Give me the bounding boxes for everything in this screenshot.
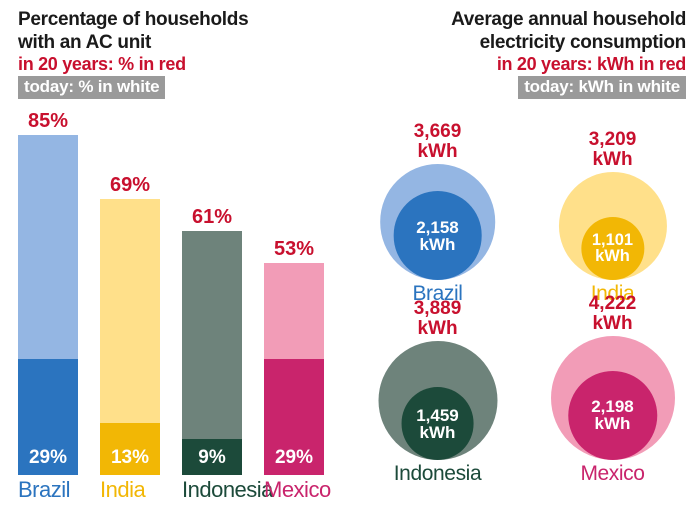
country-label: Brazil <box>18 477 100 503</box>
right-subtitle-future: in 20 years: kWh in red <box>350 54 700 75</box>
country-label: Mexico <box>525 462 700 486</box>
left-subtitle-future: in 20 years: % in red <box>0 54 350 75</box>
consumption-panel: Average annual household electricity con… <box>350 0 700 507</box>
kwh-future: 3,669kWh <box>350 122 525 162</box>
pct-future: 85% <box>18 110 78 133</box>
pct-future: 53% <box>264 238 324 261</box>
kwh-today: 2,158kWh <box>350 219 525 253</box>
circle-india: 3,209kWh1,101kWhIndia <box>525 125 700 305</box>
title-line-2: electricity consumption <box>480 32 686 53</box>
title-line-1: Percentage of households <box>18 9 248 30</box>
ac-ownership-panel: Percentage of households with an AC unit… <box>0 0 350 507</box>
title-line-2: with an AC unit <box>18 32 151 53</box>
pct-future: 61% <box>182 206 242 229</box>
bar-india: 69% 13% <box>100 135 160 475</box>
kwh-today: 2,198kWh <box>525 398 700 432</box>
kwh-today: 1,101kWh <box>525 232 700 265</box>
left-title: Percentage of households with an AC unit <box>0 0 350 54</box>
country-label: Indonesia <box>182 477 264 503</box>
circle-mexico: 4,222kWh2,198kWhMexico <box>525 305 700 485</box>
pct-today: 13% <box>100 447 160 469</box>
country-label: Indonesia <box>350 462 525 486</box>
country-label: Mexico <box>264 477 346 503</box>
right-title: Average annual household electricity con… <box>350 0 700 54</box>
bar-chart: 85%29%Brazil69%13%India61%9%Indonesia53%… <box>18 125 338 475</box>
kwh-today: 1,459kWh <box>350 407 525 441</box>
kwh-future: 3,209kWh <box>525 130 700 170</box>
pct-today: 29% <box>264 447 324 469</box>
left-subtitle-today-wrap: today: % in white <box>0 76 350 99</box>
right-subtitle-today: today: kWh in white <box>518 76 686 99</box>
circle-chart: 3,669kWh2,158kWhBrazil3,209kWh1,101kWhIn… <box>350 125 700 490</box>
infographic: Percentage of households with an AC unit… <box>0 0 700 507</box>
pct-future: 69% <box>100 174 160 197</box>
right-subtitle-today-wrap: today: kWh in white <box>350 76 700 99</box>
pct-today: 29% <box>18 447 78 469</box>
left-subtitle-today: today: % in white <box>18 76 165 99</box>
country-label: India <box>100 477 182 503</box>
bar-mexico: 53% 29% <box>264 135 324 475</box>
kwh-future: 4,222kWh <box>525 294 700 334</box>
bar-brazil: 85%29% <box>18 135 78 475</box>
pct-today: 9% <box>182 447 242 469</box>
title-line-1: Average annual household <box>451 9 686 30</box>
bar-indonesia: 61% 9% <box>182 135 242 475</box>
kwh-future: 3,889kWh <box>350 299 525 339</box>
circle-brazil: 3,669kWh2,158kWhBrazil <box>350 125 525 305</box>
circle-indonesia: 3,889kWh1,459kWhIndonesia <box>350 305 525 485</box>
